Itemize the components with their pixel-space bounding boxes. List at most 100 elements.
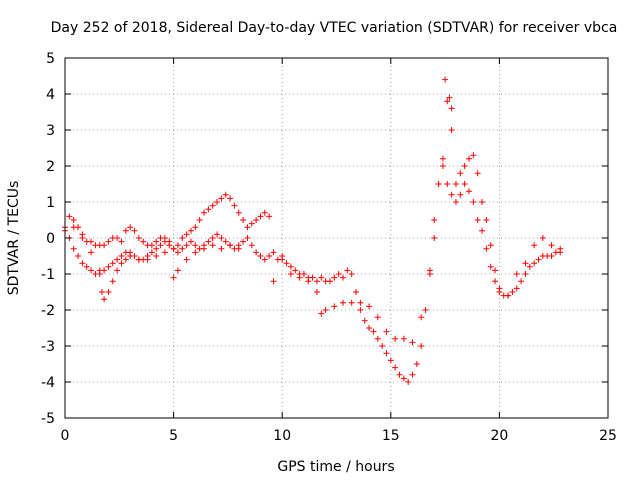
data-point: [179, 245, 186, 252]
data-point: [118, 238, 125, 245]
data-point: [409, 339, 416, 346]
data-point: [79, 235, 86, 241]
y-tick-label: 4: [46, 87, 55, 103]
series-trace-e: [270, 163, 564, 346]
data-point: [240, 238, 247, 245]
data-point: [153, 253, 160, 259]
data-point: [161, 238, 168, 245]
data-point: [509, 289, 516, 295]
data-point: [470, 152, 477, 159]
data-point: [266, 213, 273, 220]
data-point: [174, 242, 181, 249]
data-point: [448, 191, 455, 198]
data-point: [426, 267, 433, 274]
data-point: [253, 249, 260, 256]
data-point: [235, 245, 242, 252]
data-point: [446, 94, 453, 101]
data-point: [418, 343, 425, 349]
data-point: [105, 289, 112, 295]
data-point: [209, 202, 216, 209]
data-point: [218, 245, 225, 252]
data-point: [209, 235, 216, 241]
data-point: [535, 256, 542, 263]
y-tick-label: 5: [46, 51, 55, 67]
data-point: [257, 213, 264, 220]
data-point: [474, 170, 481, 177]
data-point: [196, 217, 203, 223]
data-point: [513, 285, 520, 292]
data-point: [153, 245, 160, 252]
data-point: [444, 181, 451, 187]
data-point: [340, 299, 347, 306]
data-point: [96, 267, 103, 274]
data-point: [487, 263, 494, 270]
data-point: [192, 242, 199, 249]
data-point: [222, 238, 229, 245]
data-point: [387, 357, 394, 364]
x-tick-labels: 0 5 10 15 20 25: [61, 428, 617, 444]
data-point: [344, 267, 351, 274]
data-point: [442, 76, 449, 83]
data-point: [98, 289, 105, 295]
data-point: [452, 199, 459, 205]
x-tick-label: 10: [273, 428, 291, 444]
data-point: [370, 328, 377, 335]
data-point: [348, 299, 355, 306]
data-point: [479, 199, 486, 205]
x-tick-label: 5: [169, 428, 178, 444]
data-point: [205, 206, 212, 213]
data-point: [70, 217, 77, 223]
data-point: [457, 170, 464, 177]
data-point: [405, 379, 412, 385]
data-point: [531, 242, 538, 249]
data-point: [483, 217, 490, 223]
data-point: [66, 213, 73, 220]
data-point: [270, 249, 277, 256]
data-point: [205, 238, 212, 245]
data-point: [444, 98, 451, 105]
data-point: [153, 238, 160, 245]
data-point: [513, 271, 520, 277]
data-point: [439, 155, 446, 162]
data-point: [487, 242, 494, 249]
data-point: [448, 105, 455, 112]
data-point: [214, 199, 221, 205]
data-point: [118, 253, 125, 259]
data-point: [331, 303, 338, 310]
data-point: [105, 263, 112, 270]
y-tick-label: 3: [46, 123, 55, 139]
data-point: [179, 235, 186, 241]
data-point: [244, 235, 251, 241]
x-tick-label: 0: [61, 428, 70, 444]
axis-ticks: [64, 57, 609, 419]
data-point: [318, 274, 325, 281]
data-point: [114, 256, 121, 263]
data-point: [235, 209, 242, 216]
data-point: [435, 181, 442, 187]
data-point: [261, 256, 268, 263]
y-tick-labels: 5 4 3 2 1 0 -1 -2 -3 -4 -5: [41, 51, 55, 427]
data-point: [201, 209, 208, 216]
data-point: [479, 227, 486, 234]
data-point: [88, 267, 95, 274]
data-point: [187, 227, 194, 234]
data-point: [318, 310, 325, 317]
data-point: [166, 242, 173, 249]
data-point: [174, 267, 181, 274]
data-point: [396, 371, 403, 378]
data-point: [122, 256, 129, 263]
data-point: [357, 299, 364, 306]
y-tick-label: -5: [41, 411, 55, 427]
data-point: [313, 278, 320, 285]
y-tick-label: -1: [41, 267, 55, 283]
data-point: [101, 242, 108, 249]
data-point: [201, 245, 208, 252]
data-point: [144, 256, 151, 263]
data-point: [539, 235, 546, 241]
data-point: [448, 127, 455, 133]
data-point: [244, 224, 251, 231]
data-point: [548, 242, 555, 249]
data-point: [518, 278, 525, 285]
data-point: [409, 371, 416, 378]
